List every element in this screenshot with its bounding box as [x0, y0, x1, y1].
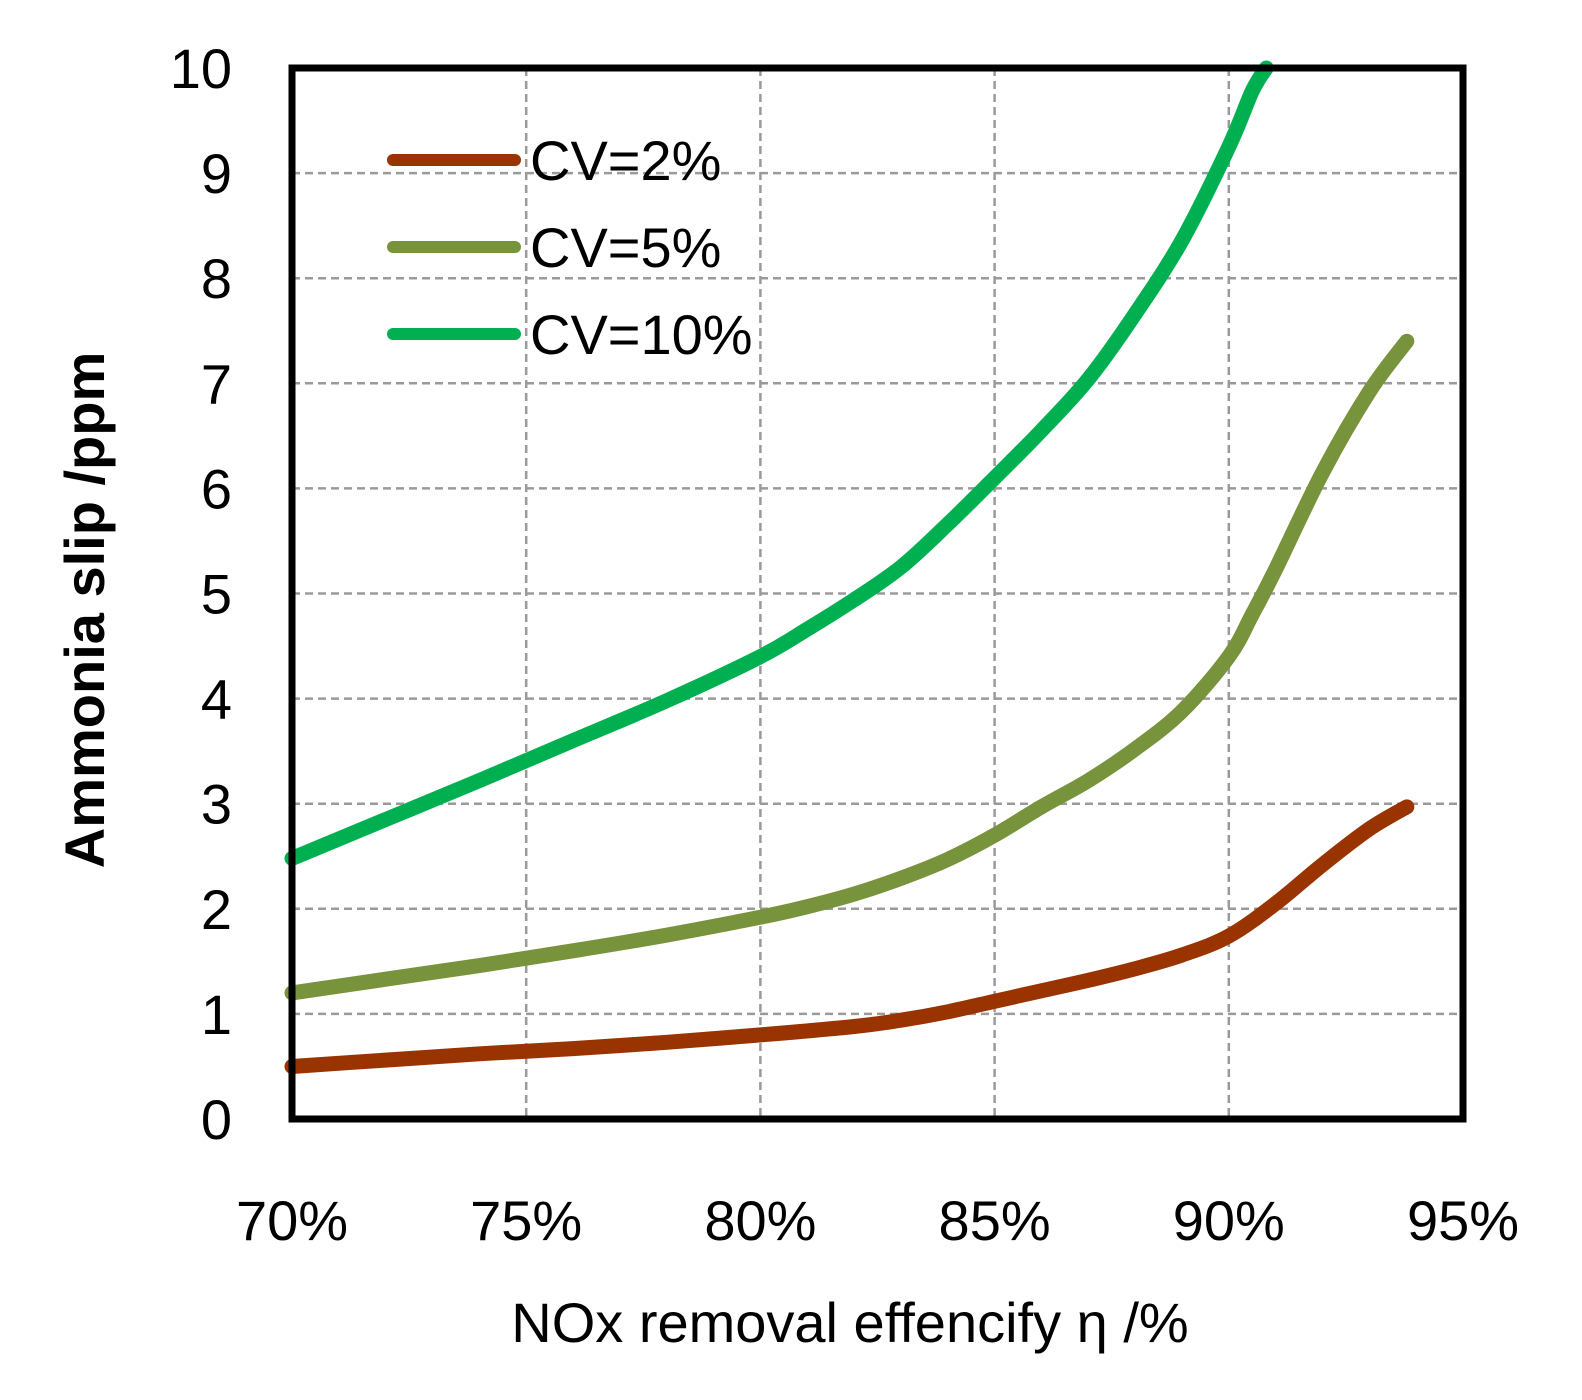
y-tick-label: 5	[201, 563, 232, 626]
y-tick-label: 6	[201, 457, 232, 520]
series-line-1	[284, 799, 1415, 1074]
x-axis-title: NOx removal effencify η /%	[511, 1291, 1188, 1354]
y-tick-label: 3	[201, 773, 232, 836]
series-line-3	[284, 60, 1274, 866]
x-tick-label: 70%	[236, 1189, 348, 1252]
y-tick-label: 7	[201, 352, 232, 415]
gridlines	[292, 68, 1463, 1119]
y-tick-label: 8	[201, 247, 232, 310]
y-tick-label: 9	[201, 142, 232, 205]
x-tick-label: 90%	[1173, 1189, 1285, 1252]
y-tick-label: 10	[170, 37, 232, 100]
legend-label: CV=5%	[530, 216, 721, 279]
plot-area-frame	[288, 64, 1467, 1123]
legend-label: CV=2%	[530, 129, 721, 192]
y-tick-label: 1	[201, 983, 232, 1046]
x-tick-label: 75%	[470, 1189, 582, 1252]
x-tick-label: 85%	[939, 1189, 1051, 1252]
y-tick-label: 0	[201, 1088, 232, 1151]
y-tick-label: 4	[201, 668, 232, 731]
series-line-2	[284, 333, 1415, 1001]
x-tick-label: 95%	[1407, 1189, 1519, 1252]
series-lines	[284, 60, 1415, 1074]
x-axis-tick-labels: 70% 75% 80% 85% 90% 95%	[236, 1189, 1519, 1252]
x-tick-label: 80%	[704, 1189, 816, 1252]
y-tick-label: 2	[201, 878, 232, 941]
legend-label: CV=10%	[530, 303, 753, 366]
y-axis-title: Ammonia slip /ppm	[53, 352, 116, 869]
y-axis-tick-labels: 0 1 2 3 4 5 6 7 8 9 10	[170, 37, 232, 1151]
legend: CV=2% CV=5% CV=10%	[387, 129, 753, 366]
